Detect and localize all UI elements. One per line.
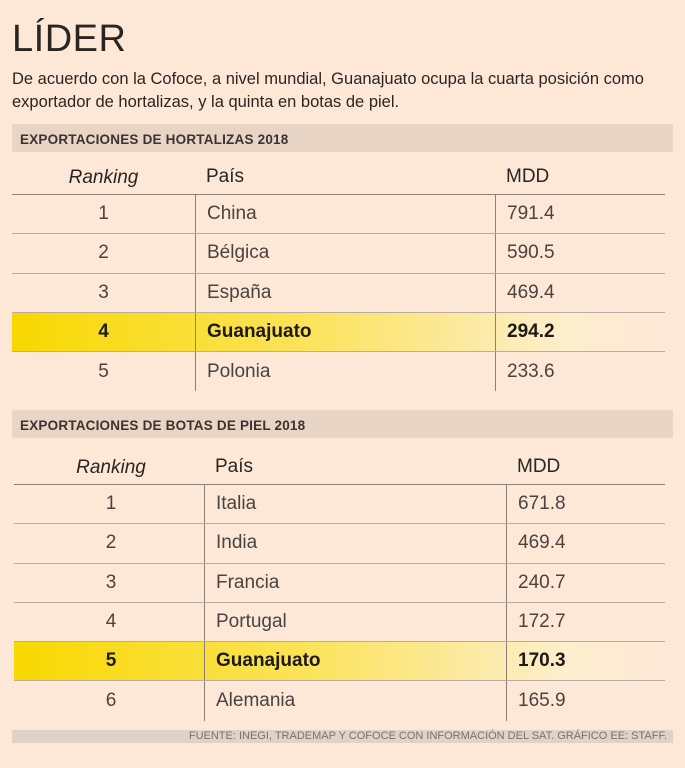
country-cell: Italia: [204, 485, 506, 524]
value-cell: 590.5: [495, 234, 665, 273]
rank-cell: 3: [98, 281, 109, 303]
table-row: 3 España 469.4: [12, 273, 665, 313]
table-header: Ranking País MDD: [14, 455, 665, 485]
column-header: País: [215, 456, 254, 477]
country-cell: Guanajuato: [195, 312, 495, 352]
value-cell: 165.9: [506, 681, 665, 721]
value-cell: 240.7: [506, 563, 665, 602]
column-header: Ranking: [68, 167, 139, 188]
column-header: País: [206, 166, 245, 187]
highlighted-row: 4 Guanajuato 294.2: [12, 312, 665, 353]
column-header: MDD: [506, 166, 550, 187]
page-title: LÍDER: [12, 18, 127, 60]
country-cell: Portugal: [204, 602, 506, 642]
rank-cell: 1: [105, 493, 117, 515]
column-header: Ranking: [76, 457, 146, 478]
rank-cell: 2: [105, 532, 117, 554]
table-row: 2 India 469.4: [14, 524, 665, 564]
value-cell: 233.6: [495, 352, 665, 392]
section-heading-botas: EXPORTACIONES DE BOTAS DE PIEL 2018: [12, 410, 673, 438]
country-cell: China: [195, 195, 495, 234]
subtitle: De acuerdo con la Cofoce, a nivel mundia…: [12, 70, 644, 111]
table-row: 6 Alemania 165.9: [14, 681, 665, 721]
rank-cell: 3: [105, 571, 117, 593]
highlighted-row: 5 Guanajuato 170.3: [14, 642, 665, 682]
table-row: 1 China 791.4: [12, 195, 665, 235]
table-row: 1 Italia 671.8: [14, 485, 665, 525]
country-cell: India: [204, 524, 506, 563]
value-cell: 170.3: [506, 642, 665, 681]
value-cell: 791.4: [495, 195, 665, 234]
value-cell: 469.4: [495, 273, 665, 312]
rank-cell: 5: [105, 650, 117, 672]
source-footer: FUENTE: INEGI, TRADEMAP Y COFOCE CON INF…: [12, 730, 673, 743]
table-row: 2 Bélgica 590.5: [12, 234, 665, 274]
country-cell: Bélgica: [195, 234, 495, 273]
value-cell: 469.4: [506, 524, 665, 563]
value-cell: 172.7: [506, 602, 665, 642]
table-row: 4 Portugal 172.7: [14, 602, 665, 643]
rank-cell: 6: [105, 690, 117, 712]
rank-cell: 2: [98, 242, 109, 264]
table-header: Ranking País MDD: [12, 165, 665, 195]
value-cell: 294.2: [495, 312, 665, 352]
rank-cell: 4: [105, 611, 117, 633]
rank-cell: 5: [98, 360, 109, 382]
country-cell: Francia: [204, 563, 506, 602]
column-header: MDD: [517, 456, 561, 477]
table-row: 3 Francia 240.7: [14, 563, 665, 603]
rank-cell: 1: [98, 203, 109, 225]
country-cell: Alemania: [204, 681, 506, 721]
country-cell: España: [195, 273, 495, 312]
table-botas: Ranking País MDD 1 Italia 671.8 2 India 469.4 3 Fr…: [14, 455, 665, 721]
rank-cell: 4: [98, 321, 109, 343]
country-cell: Polonia: [195, 352, 495, 392]
section-heading-hortalizas: EXPORTACIONES DE HORTALIZAS 2018: [12, 124, 673, 152]
value-cell: 671.8: [506, 485, 665, 524]
country-cell: Guanajuato: [204, 642, 506, 681]
table-hortalizas: Ranking País MDD 1 China 791.4 2 Bélgica 590.5 3 E…: [12, 165, 665, 392]
table-row: 5 Polonia 233.6: [12, 352, 665, 392]
